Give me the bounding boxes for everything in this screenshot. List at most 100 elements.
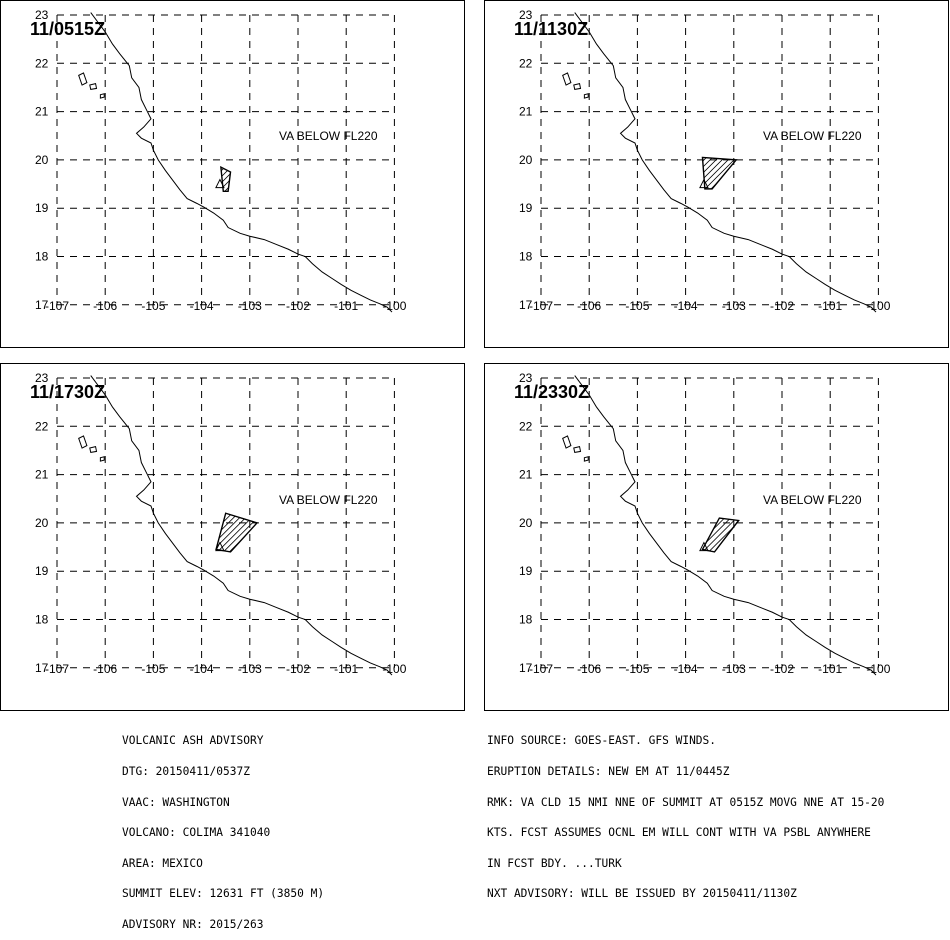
advisory-line: INFO SOURCE: GOES-EAST. GFS WINDS. bbox=[487, 734, 717, 748]
hatch-line bbox=[69, 473, 188, 592]
hatch-line bbox=[243, 513, 258, 552]
va-note: VA BELOW FL220 bbox=[279, 129, 378, 143]
hatch-line bbox=[569, 117, 680, 228]
hatch-line bbox=[702, 518, 739, 552]
hatch-line bbox=[549, 478, 663, 592]
hatch-line bbox=[81, 473, 200, 592]
hatch-line bbox=[702, 518, 739, 552]
hatch-line bbox=[216, 513, 258, 552]
latitude-tick-label: 17 bbox=[519, 661, 533, 675]
hatch-line bbox=[273, 473, 392, 592]
longitude-tick-label: -104 bbox=[190, 662, 214, 676]
hatch-line bbox=[220, 167, 231, 192]
hatch-line bbox=[702, 518, 739, 552]
hatch-line bbox=[255, 513, 258, 552]
hatch-line bbox=[702, 518, 711, 552]
forecast-time-label: 11/0515Z bbox=[30, 19, 106, 39]
longitude-tick-label: -106 bbox=[93, 299, 117, 313]
grid-lines bbox=[56, 14, 395, 306]
hatch-line bbox=[581, 117, 692, 228]
hatch-line bbox=[216, 513, 219, 552]
latitude-tick-label: 18 bbox=[519, 250, 533, 264]
latitude-tick-label: 23 bbox=[35, 371, 49, 385]
forecast-time-label: 11/1130Z bbox=[514, 19, 589, 39]
longitude-tick-label: -104 bbox=[190, 299, 214, 313]
ash-hatching bbox=[69, 473, 404, 592]
hatch-line bbox=[567, 478, 681, 592]
longitude-tick-label: -101 bbox=[818, 299, 842, 313]
longitude-tick-label: -102 bbox=[770, 299, 794, 313]
hatch-line bbox=[702, 518, 739, 552]
map-panel-4: -107 -106 -105 -104 -103 -102 -101 -100 23 22 21 20… bbox=[484, 363, 949, 711]
ash-cloud-polygon bbox=[701, 517, 740, 553]
advisory-line: ERUPTION DETAILS: NEW EM AT 11/0445Z bbox=[487, 765, 730, 778]
hatch-line bbox=[216, 513, 231, 552]
longitude-tick-label: -104 bbox=[674, 662, 698, 676]
hatch-line bbox=[231, 513, 258, 552]
hatch-line bbox=[702, 157, 737, 189]
hatch-line bbox=[220, 167, 231, 192]
hatch-line bbox=[702, 157, 737, 189]
latitude-tick-label: 23 bbox=[519, 371, 533, 385]
longitude-tick-label: -107 bbox=[45, 299, 69, 313]
latitude-tick-label: 20 bbox=[35, 516, 49, 530]
island bbox=[78, 72, 88, 86]
va-note: VA BELOW FL220 bbox=[763, 493, 862, 507]
longitude-tick-label: -107 bbox=[45, 662, 69, 676]
hatch-line bbox=[216, 513, 258, 552]
latitude-tick-label: 21 bbox=[519, 468, 533, 482]
island bbox=[78, 435, 88, 449]
volcano-triangle-icon bbox=[699, 541, 709, 552]
advisory-line: DTG: 20150411/0537Z bbox=[122, 765, 250, 778]
hatch-line bbox=[220, 167, 231, 192]
latitude-tick-label: 19 bbox=[35, 564, 49, 578]
latitude-tick-label: 17 bbox=[519, 298, 533, 312]
latitude-tick-label: 18 bbox=[35, 250, 49, 264]
latitude-tick-label: 22 bbox=[519, 56, 533, 70]
longitude-tick-label: -105 bbox=[625, 662, 649, 676]
hatch-line bbox=[83, 127, 187, 231]
latitude-tick-label: 19 bbox=[35, 201, 49, 215]
coastline bbox=[574, 12, 877, 313]
ash-hatching bbox=[83, 127, 231, 231]
hatch-line bbox=[585, 478, 699, 592]
hatch-line bbox=[702, 157, 735, 189]
island bbox=[89, 82, 98, 90]
hatch-line bbox=[220, 167, 231, 192]
hatch-line bbox=[702, 518, 739, 552]
hatch-line bbox=[220, 167, 231, 192]
hatch-line bbox=[95, 127, 199, 231]
longitude-tick-label: -103 bbox=[722, 662, 746, 676]
longitude-tick-label: -103 bbox=[722, 299, 746, 313]
latitude-tick-label: 20 bbox=[35, 153, 49, 167]
longitude-tick-label: -106 bbox=[577, 299, 601, 313]
hatch-line bbox=[702, 518, 729, 552]
hatch-line bbox=[579, 478, 693, 592]
ash-cloud-polygon bbox=[215, 512, 259, 553]
hatch-line bbox=[220, 167, 230, 192]
longitude-tick-label: -101 bbox=[334, 299, 358, 313]
hatch-line bbox=[702, 518, 739, 552]
longitude-tick-label: -104 bbox=[674, 299, 698, 313]
map-graphic: -107 -106 -105 -104 -103 -102 -101 -100 23 22 21 20… bbox=[35, 371, 407, 676]
hatch-line bbox=[702, 157, 737, 189]
hatch-line bbox=[216, 513, 258, 552]
longitude-tick-label: -100 bbox=[382, 662, 406, 676]
latitude-tick-label: 23 bbox=[519, 8, 533, 22]
advisory-line: AREA: MEXICO bbox=[122, 856, 203, 870]
hatch-line bbox=[279, 473, 398, 592]
hatch-line bbox=[575, 117, 686, 228]
latitude-tick-label: 21 bbox=[35, 468, 49, 482]
longitude-tick-label: -102 bbox=[286, 299, 310, 313]
hatch-line bbox=[75, 473, 194, 592]
hatch-line bbox=[216, 513, 237, 552]
advisory-info-right: INFO SOURCE: GOES-EAST. GFS WINDS. ERUPT… bbox=[487, 716, 884, 910]
advisory-line: VOLCANO: COLIMA 341040 bbox=[122, 826, 271, 840]
ash-cloud-polygon bbox=[220, 165, 232, 192]
hatch-line bbox=[285, 473, 404, 592]
longitude-tick-label: -107 bbox=[529, 299, 553, 313]
hatch-line bbox=[89, 127, 193, 231]
latitude-tick-label: 18 bbox=[519, 613, 533, 627]
longitude-tick-label: -106 bbox=[577, 662, 601, 676]
va-note: VA BELOW FL220 bbox=[763, 129, 862, 143]
